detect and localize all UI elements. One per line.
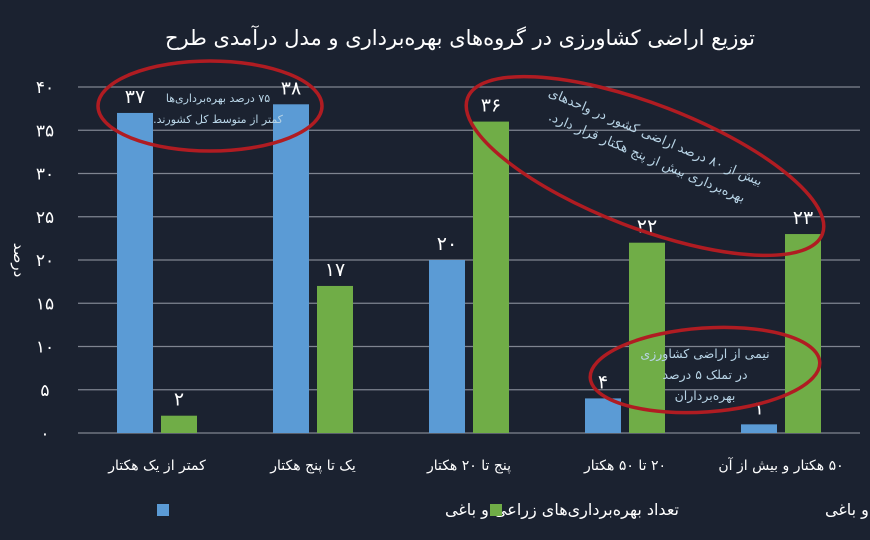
chart-title: توزیع اراضی کشاورزی در گروه‌های بهره‌برد…: [165, 25, 755, 50]
y-tick-label: ۴۰: [36, 78, 54, 98]
y-tick-label: ۳۰: [36, 165, 54, 185]
legend-swatch: [157, 504, 169, 516]
bar-count: [429, 260, 465, 433]
data-label: ۲۰: [437, 233, 457, 255]
data-label: ۱۷: [325, 259, 345, 281]
y-tick-label: ۲۵: [36, 208, 54, 228]
bar-count: [117, 112, 153, 433]
legend-swatch: [490, 504, 502, 516]
annotation-text: ۷۵ درصد بهره‌برداری‌ها: [166, 92, 270, 105]
bar-area: [785, 234, 821, 433]
y-tick-label: ۳۵: [36, 121, 54, 141]
data-label: ۳۶: [481, 95, 501, 117]
legend-label: مساحت بهره‌برداری‌های زراعی و باغی: [825, 500, 870, 520]
y-tick-label: ۰: [40, 424, 49, 444]
annotation-text: در تملک ۵ درصد: [662, 367, 747, 383]
annotation-ellipse: [464, 74, 826, 258]
bar-count: [585, 398, 621, 433]
annotation-text: بهره‌برداران: [675, 388, 736, 404]
data-label: ۲۳: [793, 207, 813, 229]
y-tick-label: ۵: [40, 381, 49, 401]
x-tick-label: پنج تا ۲۰ هکتار: [426, 458, 511, 474]
bar-area: [317, 285, 353, 433]
y-tick-label: ۲۰: [36, 251, 54, 271]
annotation-text: کمتر از متوسط کل کشورند.: [153, 113, 284, 126]
x-tick-label: ۵۰ هکتار و بیش از آن: [718, 457, 843, 474]
y-tick-label: ۱۵: [36, 294, 54, 314]
x-tick-label: کمتر از یک هکتار: [107, 458, 206, 474]
y-tick-label: ۱۰: [36, 338, 54, 358]
legend-label: تعداد بهره‌برداری‌های زراعی و باغی: [445, 500, 679, 520]
x-tick-label: ۲۰ تا ۵۰ هکتار: [583, 458, 666, 474]
bar-count: [741, 424, 777, 433]
data-label: ۳۸: [281, 77, 301, 99]
data-label: ۲: [174, 389, 184, 411]
data-label: ۳۷: [125, 86, 145, 108]
bar-area: [473, 121, 509, 433]
annotation-text: نیمی از اراضی کشاورزی: [640, 346, 769, 362]
annotation-ellipse: [96, 59, 324, 153]
annotation-ellipse: [588, 325, 822, 415]
y-axis-label: درصد: [10, 243, 28, 278]
bar-count: [273, 104, 309, 434]
data-label: ۱: [754, 397, 764, 419]
data-label: ۴: [598, 371, 608, 393]
bar-area: [161, 415, 197, 433]
x-tick-label: یک تا پنج هکتار: [269, 458, 356, 474]
